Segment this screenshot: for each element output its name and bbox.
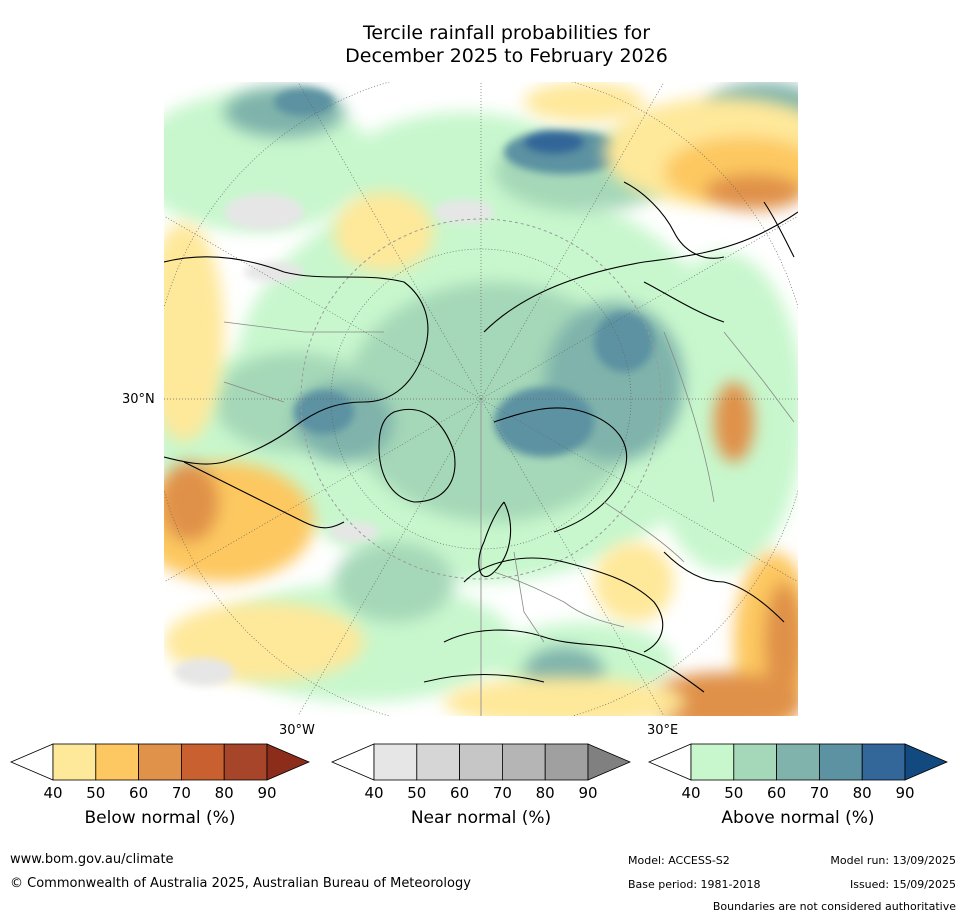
near-normal-tick-label: 90 xyxy=(578,784,598,802)
above-normal-colorbar-max-extend xyxy=(904,743,948,781)
below-normal-tick-label: 50 xyxy=(86,784,106,802)
below-normal-colorbar-segment xyxy=(52,743,97,781)
above-normal-tick-label: 40 xyxy=(681,784,701,802)
meridian-lines xyxy=(300,218,662,716)
near-normal-tick-label: 40 xyxy=(364,784,384,802)
below-normal-colorbar-segment xyxy=(223,743,268,781)
base-period-text: Base period: 1981-2018 xyxy=(628,878,761,891)
below-normal-tick-label: 40 xyxy=(43,784,63,802)
above-normal-colorbar-segment xyxy=(776,743,820,781)
near-normal-tick-label: 80 xyxy=(535,784,555,802)
above-normal-tick-label: 70 xyxy=(809,784,829,802)
below-normal-regions xyxy=(164,82,798,716)
near-normal-colorbar-max-extend xyxy=(587,743,631,781)
above-normal-tick-label: 50 xyxy=(724,784,744,802)
near-normal-colorbar-segment xyxy=(544,743,589,781)
below-normal-tick-label: 60 xyxy=(129,784,149,802)
below-normal-colorbar-max-extend xyxy=(266,743,310,781)
disclaimer-text: Boundaries are not considered authoritat… xyxy=(712,900,956,913)
near-normal-tick-label: 70 xyxy=(492,784,512,802)
near-normal-tick-label: 50 xyxy=(407,784,427,802)
near-normal-colorbar-segment xyxy=(373,743,418,781)
coastlines xyxy=(164,181,798,693)
above-normal-colorbar xyxy=(648,743,948,781)
above-normal-colorbar-segment xyxy=(733,743,778,781)
above-normal-colorbar-min-extend xyxy=(648,743,692,781)
near-normal-tick-label: 60 xyxy=(450,784,470,802)
below-normal-tick-label: 90 xyxy=(257,784,277,802)
map-svg xyxy=(164,82,798,716)
lon-30e-label: 30°E xyxy=(647,723,679,738)
above-normal-tick-label: 80 xyxy=(852,784,872,802)
below-normal-colorbar-title: Below normal (%) xyxy=(84,808,236,828)
longitude-gridlines xyxy=(164,82,798,716)
near-normal-colorbar-min-extend xyxy=(331,743,375,781)
below-normal-colorbar-segment xyxy=(95,743,140,781)
latitude-gridlines xyxy=(164,82,798,716)
below-normal-colorbar xyxy=(10,743,310,781)
above-normal-colorbar-segment xyxy=(861,743,906,781)
near-normal-colorbar xyxy=(331,743,631,781)
lat-30n-label: 30°N xyxy=(122,392,155,407)
near-normal-colorbar-segment xyxy=(416,743,461,781)
above-normal-colorbar-segment xyxy=(818,743,863,781)
map-title: Tercile rainfall probabilities for Decem… xyxy=(0,22,965,68)
above-normal-tick-label: 60 xyxy=(767,784,787,802)
above-normal-colorbar-title: Above normal (%) xyxy=(721,808,875,828)
model-text: Model: ACCESS-S2 xyxy=(628,854,730,867)
website-link[interactable]: www.bom.gov.au/climate xyxy=(10,852,174,867)
lon-30w-label: 30°W xyxy=(279,723,315,738)
title-line-1: Tercile rainfall probabilities for xyxy=(362,22,651,44)
near-normal-colorbar-segment xyxy=(459,743,503,781)
title-line-2: December 2025 to February 2026 xyxy=(345,45,668,67)
model-run-text: Model run: 13/09/2025 xyxy=(830,854,956,867)
near-normal-colorbar-title: Near normal (%) xyxy=(410,808,552,828)
copyright-text: © Commonwealth of Australia 2025, Austra… xyxy=(10,876,471,891)
below-normal-colorbar-segment xyxy=(138,743,182,781)
near-normal-regions xyxy=(174,194,494,686)
issued-text: Issued: 15/09/2025 xyxy=(849,878,956,891)
below-normal-tick-label: 70 xyxy=(171,784,191,802)
near-normal-colorbar-segment xyxy=(501,743,546,781)
above-normal-tick-label: 90 xyxy=(895,784,915,802)
below-normal-tick-label: 80 xyxy=(214,784,234,802)
above-normal-colorbar-segment xyxy=(690,743,735,781)
below-normal-colorbar-min-extend xyxy=(10,743,54,781)
above-normal-strong-regions xyxy=(274,88,654,457)
country-borders xyxy=(223,321,795,643)
tercile-map xyxy=(164,82,798,716)
below-normal-colorbar-segment xyxy=(180,743,225,781)
